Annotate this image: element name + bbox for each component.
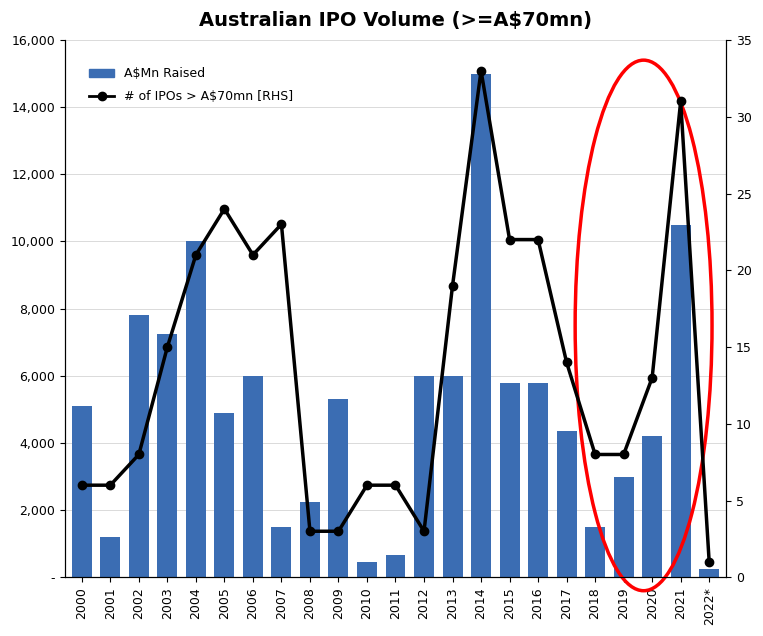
Bar bbox=[157, 334, 177, 577]
Bar bbox=[357, 562, 377, 577]
Title: Australian IPO Volume (>=A$70mn): Australian IPO Volume (>=A$70mn) bbox=[199, 11, 592, 30]
Bar bbox=[585, 527, 605, 577]
Bar bbox=[101, 537, 121, 577]
Bar bbox=[699, 569, 720, 577]
Bar bbox=[272, 527, 291, 577]
Bar bbox=[243, 376, 263, 577]
Bar bbox=[214, 413, 234, 577]
Bar bbox=[186, 242, 206, 577]
Bar bbox=[557, 431, 577, 577]
Bar bbox=[528, 382, 548, 577]
Bar bbox=[471, 74, 491, 577]
Bar bbox=[329, 399, 349, 577]
Bar bbox=[642, 436, 662, 577]
Bar bbox=[500, 382, 520, 577]
Bar bbox=[129, 315, 149, 577]
Bar bbox=[613, 476, 633, 577]
Bar bbox=[671, 225, 691, 577]
Bar bbox=[414, 376, 434, 577]
Legend: A$Mn Raised, # of IPOs > A$70mn [RHS]: A$Mn Raised, # of IPOs > A$70mn [RHS] bbox=[84, 62, 298, 108]
Bar bbox=[300, 502, 320, 577]
Bar bbox=[443, 376, 462, 577]
Bar bbox=[385, 555, 405, 577]
Bar bbox=[72, 406, 92, 577]
